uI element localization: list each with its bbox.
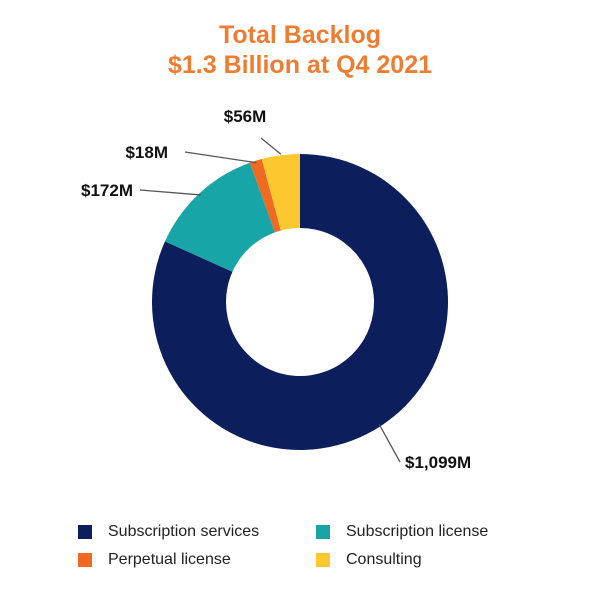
legend-label-subscription-license: Subscription license — [346, 523, 489, 540]
data-label-perpetual-license: $18M — [125, 143, 168, 162]
chart-title: Total Backlog — [218, 21, 382, 49]
legend-swatch-perpetual-license — [78, 553, 92, 567]
leader-line-perpetual-license — [184, 151, 257, 164]
legend-item-subscription-services: Subscription services — [78, 520, 316, 544]
legend-item-subscription-license: Subscription license — [316, 520, 556, 544]
slice-subscription-services — [151, 154, 448, 451]
leader-line-subscription-services — [378, 424, 401, 463]
chart-legend: Subscription services Subscription licen… — [78, 520, 558, 572]
legend-label-consulting: Consulting — [346, 551, 422, 568]
legend-item-perpetual-license: Perpetual license — [78, 548, 316, 572]
slice-subscription-license — [164, 162, 275, 272]
slice-perpetual-license — [249, 159, 281, 233]
legend-swatch-subscription-services — [78, 525, 92, 539]
leader-line-subscription-license — [139, 189, 201, 196]
data-label-subscription-services: $1,099M — [405, 453, 471, 472]
chart-title-block: Total Backlog $1.3 Billion at Q4 2021 — [0, 20, 600, 80]
legend-swatch-subscription-license — [316, 525, 330, 539]
legend-label-perpetual-license: Perpetual license — [108, 551, 231, 568]
donut-slices — [151, 154, 448, 451]
leader-line-consulting — [260, 137, 282, 155]
legend-label-subscription-services: Subscription services — [108, 523, 260, 540]
data-label-consulting: $56M — [224, 107, 267, 126]
chart-subtitle: $1.3 Billion at Q4 2021 — [167, 51, 432, 79]
slice-consulting — [261, 154, 300, 231]
legend-item-consulting: Consulting — [316, 548, 556, 572]
slice-callouts: $1,099M $172M $18M $56M — [81, 107, 471, 472]
data-label-subscription-license: $172M — [81, 181, 133, 200]
legend-swatch-consulting — [316, 553, 330, 567]
